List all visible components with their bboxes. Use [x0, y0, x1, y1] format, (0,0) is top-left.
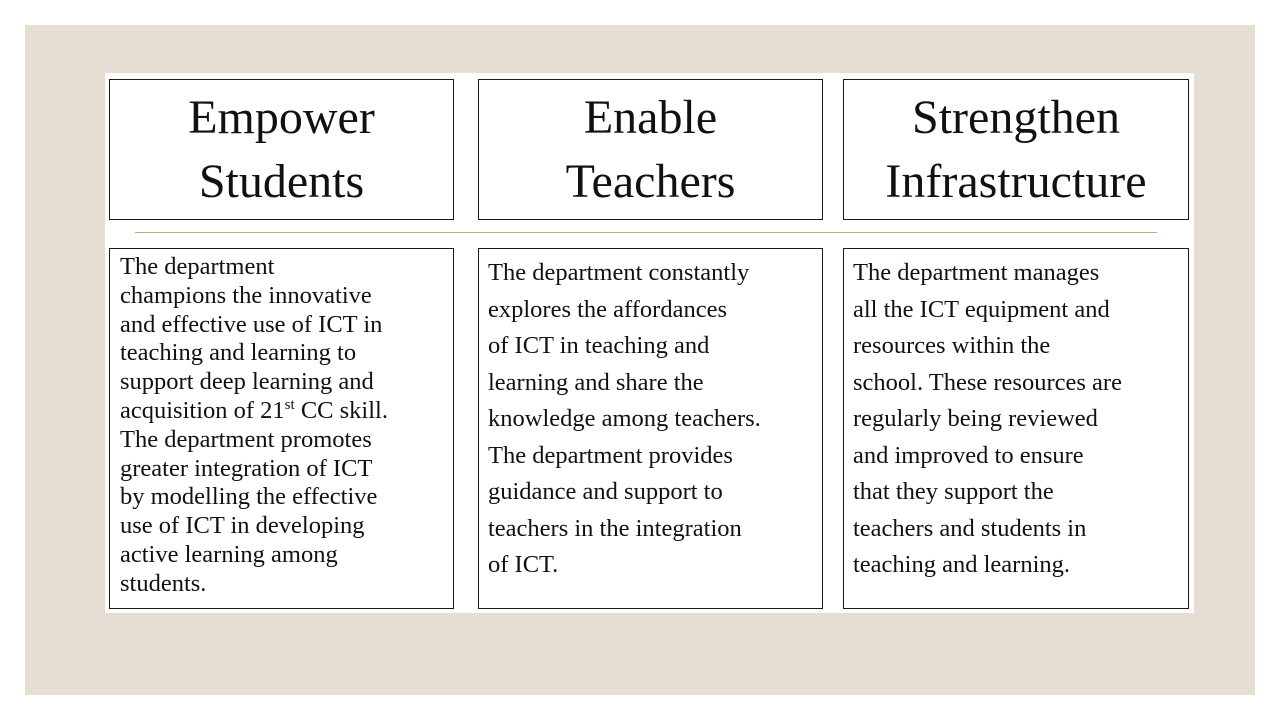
title-box-enable-teachers: Enable Teachers [478, 79, 823, 220]
title-box-strengthen-infrastructure: Strengthen Infrastructure [843, 79, 1189, 220]
title-enable-teachers: Enable Teachers [565, 90, 736, 208]
body-text-strengthen-infrastructure: The department manages all the ICT equip… [853, 259, 1122, 578]
title-strengthen-infrastructure: Strengthen Infrastructure [885, 90, 1147, 208]
body-text-part-2: CC skill. The department promotes greate… [120, 396, 388, 597]
title-box-empower-students: Empower Students [109, 79, 454, 220]
body-text-empower-students: The department champions the innovative … [110, 249, 453, 599]
superscript-ordinal: st [284, 396, 295, 413]
body-box-strengthen-infrastructure: The department manages all the ICT equip… [843, 248, 1189, 609]
body-text-enable-teachers: The department constantly explores the a… [488, 259, 761, 578]
horizontal-divider [135, 232, 1157, 233]
body-text-part-1: The department champions the innovative … [120, 253, 383, 424]
content-panel: Empower Students Enable Teachers Strengt… [105, 73, 1194, 613]
body-box-empower-students: The department champions the innovative … [109, 248, 454, 609]
title-empower-students: Empower Students [188, 90, 375, 208]
body-box-enable-teachers: The department constantly explores the a… [478, 248, 823, 609]
